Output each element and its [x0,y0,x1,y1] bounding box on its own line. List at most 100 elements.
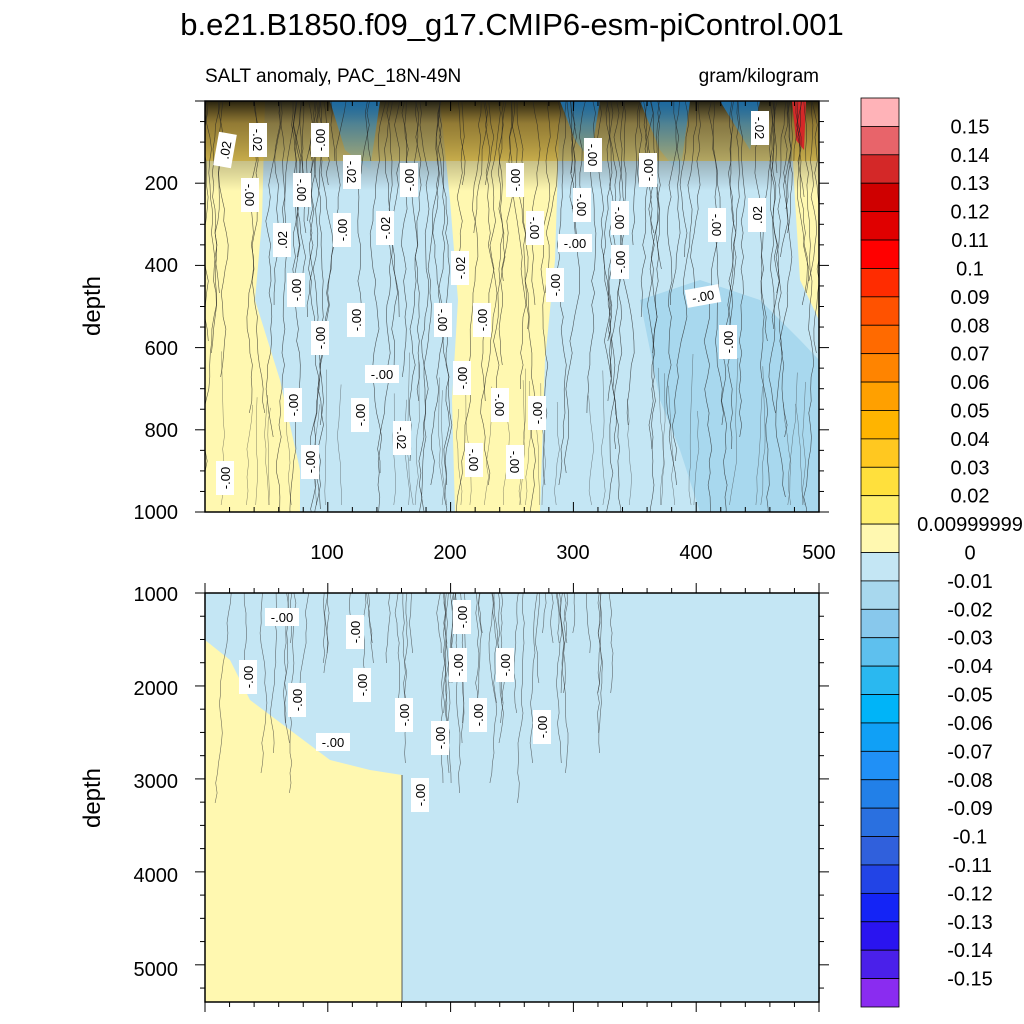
colorbar-label: 0.05 [951,401,990,423]
colorbar-box [860,438,900,468]
colorbar-box [860,410,900,440]
contour-line [535,593,540,684]
contour-line [554,401,560,506]
contour-label-text: -.02 [344,161,359,183]
contour-line [693,410,700,506]
contour-line [585,593,591,654]
contour-label: -.00 [506,163,524,197]
contour-line [455,101,482,512]
contour-label-text: -.00 [353,404,368,426]
contour-line [255,397,258,506]
contour-label-text: -.00 [492,394,507,416]
contour-line [796,101,808,306]
upper-xtick-label: 300 [556,542,589,564]
contour-line [205,101,209,342]
contour-label: -.00 [506,445,524,479]
contour-line [572,593,576,634]
upper-xtick-label: 100 [310,542,343,564]
contour-line [267,407,271,506]
contour-label-text: -.00 [530,402,545,424]
contour-label: -.00 [431,721,449,755]
colorbar-label: 0.08 [951,315,990,337]
contour-line [785,101,792,210]
contour-line [808,101,817,282]
contour-line [802,381,806,506]
contour-label-box [611,201,629,235]
contour-label-text: -.00 [451,654,466,676]
contour-line [603,101,612,378]
contour-line [690,101,701,306]
contour-line [337,384,342,506]
upper-tick-marks [195,100,829,513]
lower-panel: 1000 2000 3000 4000 5000 depth [79,583,829,1012]
contour-line [597,593,603,754]
contour-label: -.00 [293,173,311,207]
contour-line [259,593,268,774]
contour-label-box [395,698,413,732]
contour-line [760,366,766,506]
contour-line [513,593,519,714]
contour-line [597,593,602,734]
contour-line [491,593,498,704]
contour-label: -.00 [611,245,629,279]
colorbar-label: 0.02 [951,486,990,508]
contour-label-box [249,123,267,157]
colorbar-box [860,552,900,582]
contour-label: -.00 [434,303,452,337]
contour-label-box [316,733,350,751]
contour-label-text: -.00 [433,727,448,749]
contour-label-box [584,138,602,172]
contour-label-box [411,778,429,812]
contour-line [409,593,413,654]
colorbar-label: -0.09 [947,798,993,820]
upper-xtick-label: 500 [802,542,835,564]
contour-label-text: -.00 [691,287,716,306]
contour-label-box [216,461,234,495]
contour-label-text: -.00 [402,169,417,191]
contour-label: .02 [748,198,766,232]
contour-label-box [506,163,524,197]
contour-line [544,101,562,294]
contour-label-box [353,668,371,702]
colorbar-label: -0.15 [947,969,993,991]
contour-label-box [639,153,657,187]
contour-line [205,101,219,476]
colorbar-box [860,466,900,497]
contour-label-text: .02 [217,140,235,160]
upper-ytick-label: 200 [145,173,178,195]
contour-line [484,101,498,402]
contour-label-box [241,178,259,212]
contour-label-text: -.00 [435,309,450,331]
contour-line [493,101,507,390]
colorbar: 0.15 0.14 0.13 0.12 0.11 0.1 0.09 0.08 0.07 0.06 0… [860,97,1023,1008]
contour-line [402,593,408,764]
colorbar-label: -0.06 [947,713,993,735]
subtitle-left: SALT anomaly, PAC_18N-49N [205,66,461,87]
contour-line [529,593,538,764]
contour-line [476,593,482,713]
contour-line [608,593,614,694]
contour-label-box [719,325,737,359]
contour-label: -.00 [496,648,514,682]
contour-line [775,101,787,294]
contour-line [559,593,566,694]
contour-label: -.00 [216,461,234,495]
colorbar-label: -0.12 [947,883,993,905]
contour-label-text: -.00 [242,184,257,206]
contour-line [326,593,330,654]
contour-line [672,101,698,462]
contour-line [666,101,677,486]
colorbar-label: 0.06 [951,372,990,394]
colorbar-label: 0.00999999 [917,514,1023,536]
contour-label: -.00 [611,201,629,235]
contour-label: -.00 [708,208,726,242]
contour-label: -.00 [469,698,487,732]
contour-line [418,101,430,512]
contour-line [640,101,651,318]
contour-line [550,593,554,644]
colorbar-label: 0.13 [951,173,990,195]
contour-line [364,101,372,162]
colorbar-label: -0.1 [953,827,987,849]
contour-line [517,593,525,804]
contour-label-text: .02 [750,206,765,224]
